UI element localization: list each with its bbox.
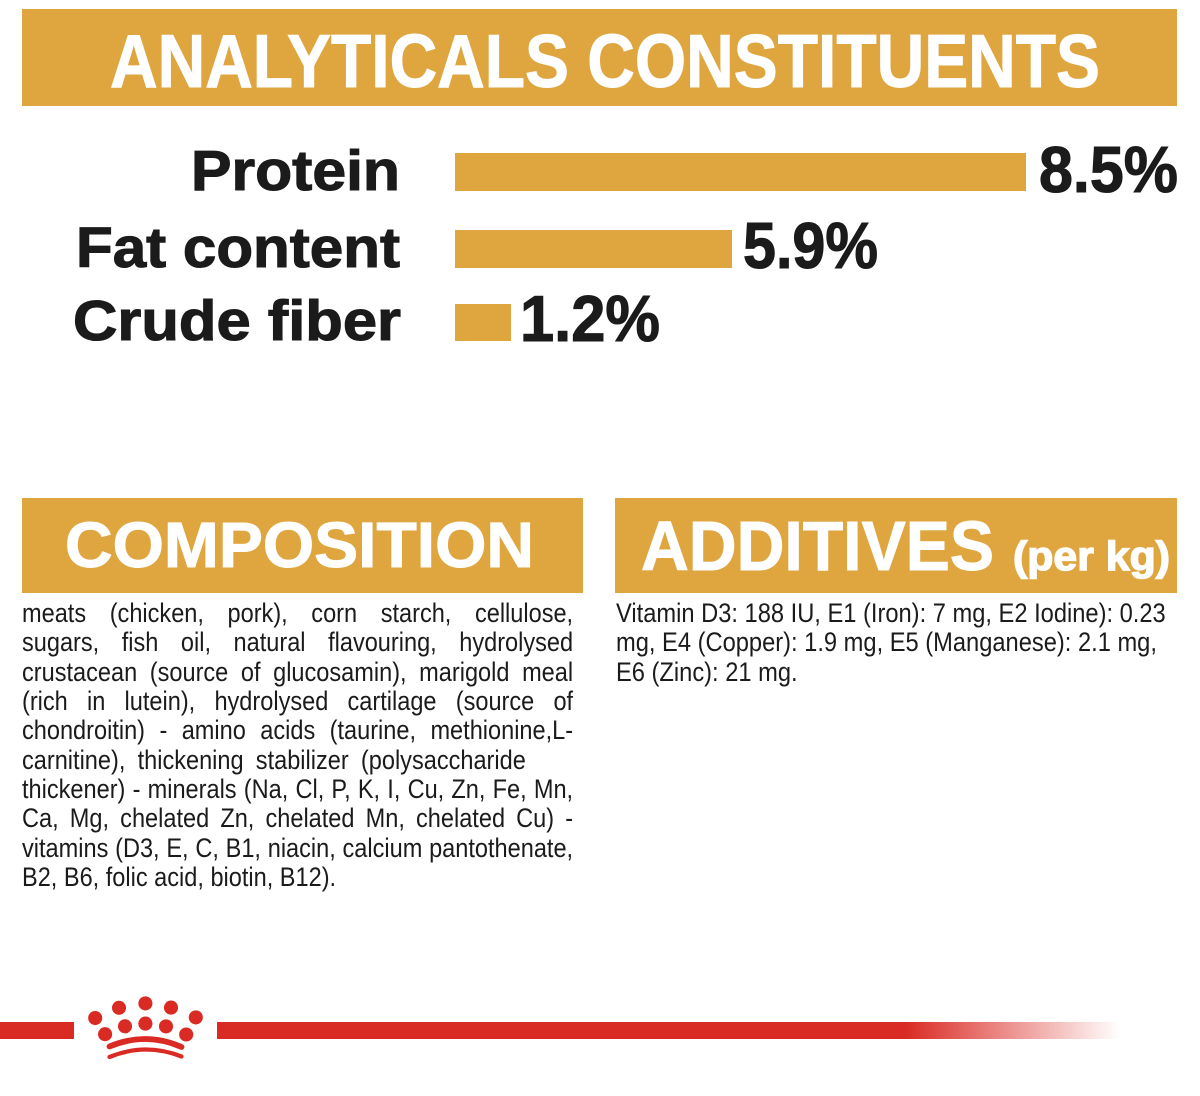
- svg-text:COMPOSITION: COMPOSITION: [65, 509, 534, 581]
- svg-text:ANALYTICALS CONSTITUENTS: ANALYTICALS CONSTITUENTS: [110, 19, 1100, 103]
- svg-text:8.5%: 8.5%: [1039, 133, 1178, 206]
- svg-text:(per kg): (per kg): [1013, 533, 1170, 579]
- svg-text:5.9%: 5.9%: [743, 209, 878, 282]
- svg-text:Crude fiber: Crude fiber: [73, 289, 401, 353]
- svg-text:Protein: Protein: [191, 139, 400, 203]
- svg-text:Fat content: Fat content: [76, 216, 400, 280]
- svg-text:ADDITIVES: ADDITIVES: [641, 507, 994, 585]
- svg-text:1.2%: 1.2%: [520, 282, 660, 355]
